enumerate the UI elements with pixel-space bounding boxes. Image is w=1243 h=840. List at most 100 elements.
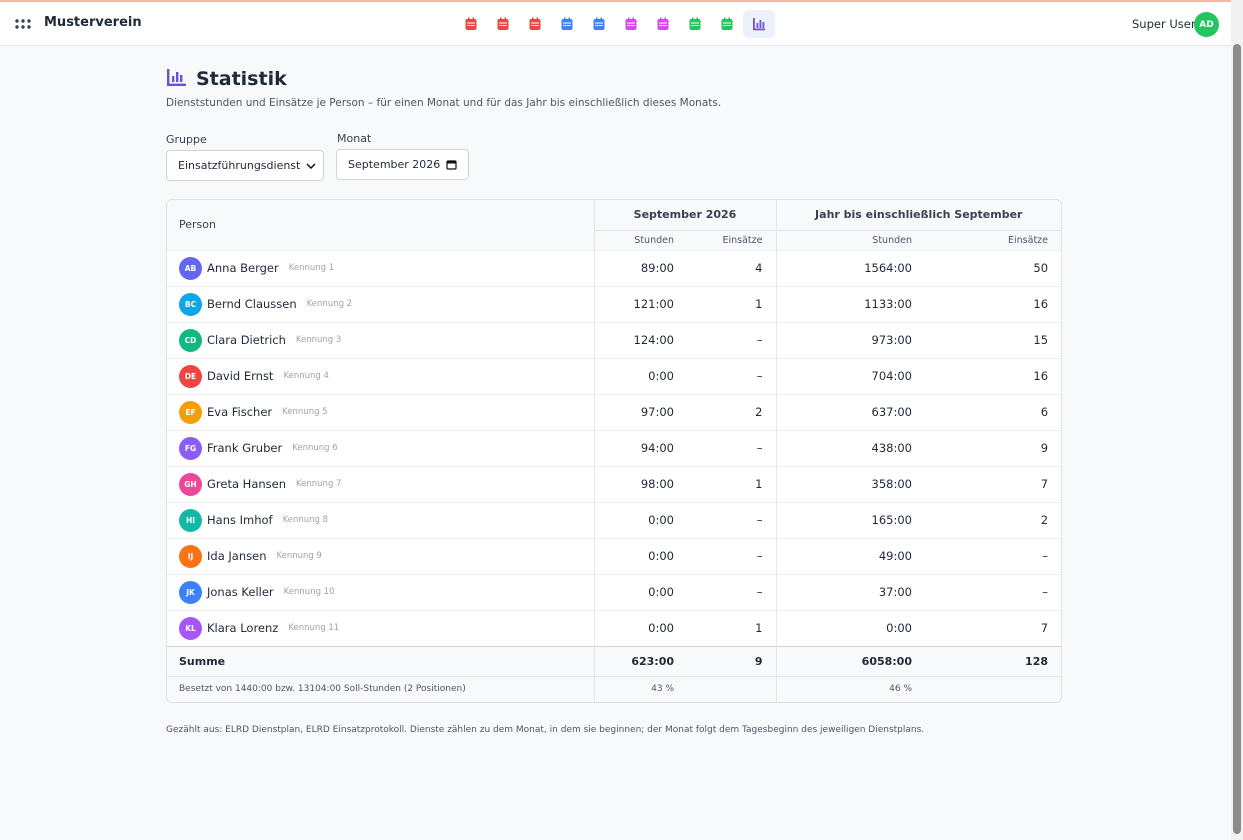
table-row: FG Frank Gruber Kennung 6 94:00–438:00 9	[167, 429, 1061, 466]
person-header: Person	[167, 200, 594, 250]
value-cell: 37:00	[775, 573, 922, 610]
avatar: JK	[179, 580, 202, 604]
sum-cell: 623:00	[593, 645, 684, 676]
occupancy-label: Besetzt von 1440:00 bzw. 13104:00 Soll-S…	[167, 675, 594, 702]
icon	[625, 17, 637, 30]
value-cell: –	[922, 537, 1061, 574]
value-cell: –	[684, 501, 776, 538]
icon	[561, 17, 573, 30]
person-name[interactable]: Clara Dietrich	[207, 333, 286, 347]
avatar: CD	[179, 328, 202, 352]
table-row: GH Greta Hansen Kennung 7 98:00 1 358:00 7	[167, 465, 1061, 502]
avatar: IJ	[179, 544, 202, 568]
value-cell: 0:00	[593, 501, 684, 538]
person-name[interactable]: Klara Lorenz	[207, 621, 279, 635]
person-cell: CD Clara Dietrich Kennung 3	[167, 321, 594, 358]
value-cell: 16	[922, 357, 1061, 394]
person-id: Kennung 1	[288, 263, 335, 273]
value-cell: 9	[922, 429, 1061, 466]
nav-icon[interactable]	[647, 10, 679, 38]
sub-header: Stunden	[775, 229, 922, 250]
value-cell: 15	[922, 321, 1061, 358]
person-name[interactable]: Bernd Claussen	[207, 297, 297, 311]
value-cell: 0:00	[593, 357, 684, 394]
nav-icon[interactable]	[583, 10, 615, 38]
occupancy-cell: 43 %	[593, 675, 684, 702]
value-cell: 121:00	[593, 285, 684, 322]
value-cell: 7	[922, 609, 1061, 646]
scroll-thumb[interactable]	[1233, 44, 1241, 834]
value-cell: 94:00	[593, 429, 684, 466]
person: AB Anna Berger Kennung 1	[167, 251, 594, 286]
nav-icon[interactable]	[711, 10, 743, 38]
nav-icon[interactable]	[455, 10, 487, 38]
value-cell: –	[684, 357, 776, 394]
sub-header: Stunden	[593, 229, 684, 250]
person-id: Kennung 2	[306, 299, 353, 309]
value-cell: 1	[684, 465, 776, 502]
person: JK Jonas Keller Kennung 10	[167, 575, 594, 610]
avatar: FG	[179, 436, 202, 460]
icon	[657, 17, 669, 30]
group-label: Gruppe	[166, 133, 207, 146]
person-name[interactable]: Ida Jansen	[207, 549, 267, 563]
person-name[interactable]: David Ernst	[207, 369, 274, 383]
sum-cell: 6058:00	[775, 645, 922, 676]
icon	[753, 18, 765, 31]
person: GH Greta Hansen Kennung 7	[167, 467, 594, 502]
select-arrow	[306, 163, 316, 169]
avatar: AB	[179, 256, 202, 280]
sub-header: Einsätze	[684, 229, 776, 250]
scrollbar[interactable]	[1231, 0, 1243, 840]
table-row: HI Hans Imhof Kennung 8 0:00–165:00 2	[167, 501, 1061, 538]
title-icon	[167, 69, 186, 86]
person-cell: HI Hans Imhof Kennung 8	[167, 501, 594, 538]
value-cell: 16	[922, 285, 1061, 322]
person-id: Kennung 3	[295, 335, 342, 345]
sum-cell: 128	[922, 645, 1061, 676]
nav-icon[interactable]	[551, 10, 583, 38]
value-cell: –	[684, 321, 776, 358]
nav-icon[interactable]	[743, 10, 775, 38]
value-cell: –	[684, 537, 776, 574]
footer-note: Gezählt aus: ELRD Dienstplan, ELRD Einsa…	[166, 725, 925, 735]
person-cell: IJ Ida Jansen Kennung 9	[167, 537, 594, 574]
value-cell: 50	[922, 249, 1061, 286]
person-name[interactable]: Hans Imhof	[207, 513, 273, 527]
table-row: KL Klara Lorenz Kennung 11 0:00 1 0:00 7	[167, 609, 1061, 646]
table-row: EF Eva Fischer Kennung 5 97:00 2 637:00 6	[167, 393, 1061, 430]
calendar-icon[interactable]	[446, 159, 457, 170]
avatar: DE	[179, 364, 202, 388]
value-cell: –	[684, 429, 776, 466]
nav-icon[interactable]	[519, 10, 551, 38]
brand[interactable]: Musterverein	[44, 15, 142, 30]
table-row: DE David Ernst Kennung 4 0:00–704:00 16	[167, 357, 1061, 394]
person-name[interactable]: Greta Hansen	[207, 477, 287, 491]
user-name[interactable]: Super User	[1132, 17, 1196, 31]
user-avatar[interactable]: AD	[1194, 12, 1219, 37]
person-name[interactable]: Frank Gruber	[207, 441, 283, 455]
nav-icon[interactable]	[679, 10, 711, 38]
value-cell: 165:00	[775, 501, 922, 538]
person-name[interactable]: Anna Berger	[207, 261, 279, 275]
value-cell: –	[684, 573, 776, 610]
person-name[interactable]: Jonas Keller	[207, 585, 274, 599]
person: BC Bernd Claussen Kennung 2	[167, 287, 594, 322]
avatar: KL	[179, 616, 202, 640]
person-cell: JK Jonas Keller Kennung 10	[167, 573, 594, 610]
value-cell: 0:00	[593, 609, 684, 646]
nav-icon[interactable]	[615, 10, 647, 38]
avatar: GH	[179, 472, 202, 496]
apps-icon[interactable]	[15, 19, 31, 31]
month-input[interactable]: September 2026	[336, 149, 469, 180]
person-id: Kennung 9	[276, 551, 322, 561]
person-id: Kennung 10	[283, 587, 335, 597]
person-cell: GH Greta Hansen Kennung 7	[167, 465, 594, 502]
person-name[interactable]: Eva Fischer	[207, 405, 273, 419]
nav-icon[interactable]	[487, 10, 519, 38]
value-cell: 704:00	[775, 357, 922, 394]
page-title: Statistik	[196, 68, 287, 90]
icon	[497, 17, 509, 30]
group-select[interactable]: Einsatzführungsdienst	[166, 150, 324, 181]
value-cell: 0:00	[775, 609, 922, 646]
